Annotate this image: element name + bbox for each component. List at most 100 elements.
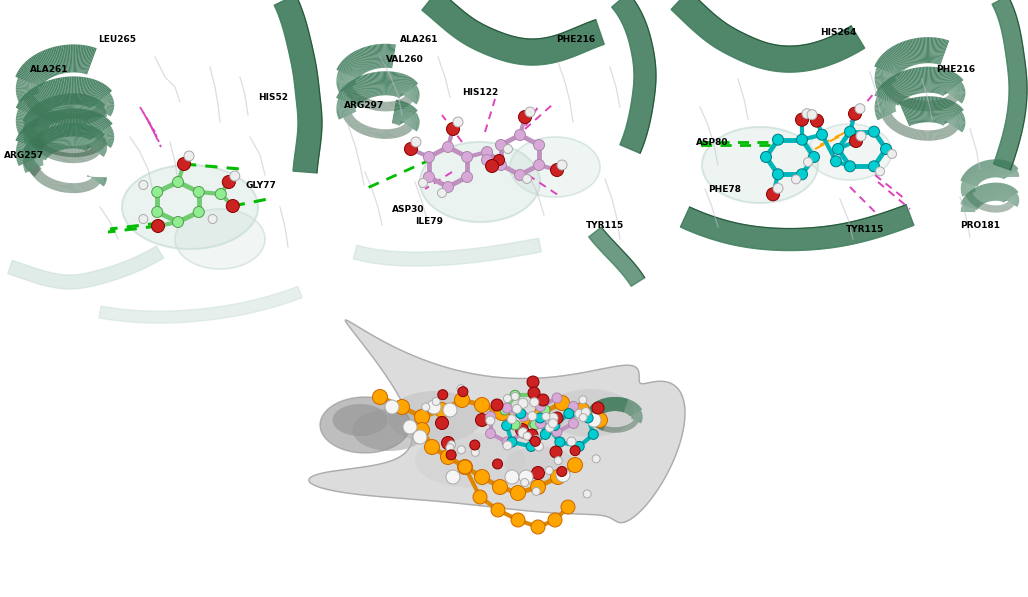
Polygon shape <box>37 116 51 142</box>
Polygon shape <box>386 101 387 112</box>
Polygon shape <box>48 128 58 152</box>
Circle shape <box>514 170 525 180</box>
Polygon shape <box>35 172 43 180</box>
Polygon shape <box>58 151 61 161</box>
Polygon shape <box>1005 195 1018 201</box>
Polygon shape <box>360 97 365 106</box>
Polygon shape <box>931 101 933 111</box>
Polygon shape <box>32 107 49 127</box>
Polygon shape <box>25 93 45 115</box>
Polygon shape <box>399 81 416 99</box>
Polygon shape <box>24 157 43 161</box>
Polygon shape <box>29 164 38 172</box>
Polygon shape <box>927 130 928 141</box>
Polygon shape <box>597 401 604 413</box>
Polygon shape <box>93 128 113 139</box>
Polygon shape <box>629 405 639 416</box>
Polygon shape <box>920 100 922 111</box>
Polygon shape <box>337 66 359 79</box>
Circle shape <box>869 161 880 172</box>
Polygon shape <box>347 90 355 97</box>
Polygon shape <box>983 184 989 202</box>
Polygon shape <box>352 121 359 129</box>
Polygon shape <box>1003 204 1006 211</box>
Polygon shape <box>401 88 418 97</box>
Polygon shape <box>368 127 371 137</box>
Polygon shape <box>16 115 38 120</box>
Polygon shape <box>396 74 404 97</box>
Polygon shape <box>308 320 685 522</box>
Polygon shape <box>623 426 625 432</box>
Polygon shape <box>361 125 366 134</box>
Circle shape <box>438 390 448 399</box>
Polygon shape <box>588 414 598 417</box>
Polygon shape <box>942 99 946 109</box>
Polygon shape <box>947 126 953 135</box>
Polygon shape <box>392 129 395 139</box>
Polygon shape <box>87 139 105 149</box>
Polygon shape <box>26 130 36 137</box>
Polygon shape <box>337 75 356 80</box>
Polygon shape <box>392 100 397 124</box>
Polygon shape <box>401 115 418 124</box>
Polygon shape <box>68 114 70 125</box>
Polygon shape <box>916 130 919 140</box>
Polygon shape <box>631 414 642 417</box>
Polygon shape <box>922 96 925 122</box>
Polygon shape <box>883 82 902 102</box>
Polygon shape <box>48 110 54 121</box>
Polygon shape <box>875 106 895 107</box>
Circle shape <box>844 126 855 137</box>
Polygon shape <box>601 425 603 430</box>
Polygon shape <box>1002 204 1005 211</box>
Polygon shape <box>62 109 67 137</box>
Circle shape <box>527 376 539 388</box>
Polygon shape <box>81 109 87 137</box>
Polygon shape <box>86 101 102 121</box>
Polygon shape <box>16 84 38 88</box>
Polygon shape <box>976 201 980 207</box>
Polygon shape <box>93 127 112 139</box>
Polygon shape <box>88 82 102 107</box>
Polygon shape <box>893 122 900 131</box>
Polygon shape <box>26 97 36 105</box>
Polygon shape <box>594 402 602 414</box>
Polygon shape <box>588 412 598 416</box>
Polygon shape <box>31 138 49 156</box>
Polygon shape <box>84 152 88 161</box>
Polygon shape <box>878 88 900 104</box>
Polygon shape <box>51 150 57 159</box>
Polygon shape <box>610 397 612 411</box>
Polygon shape <box>345 84 362 103</box>
Polygon shape <box>345 88 354 94</box>
Polygon shape <box>949 125 956 133</box>
Polygon shape <box>87 112 91 123</box>
Circle shape <box>435 402 449 417</box>
Polygon shape <box>28 99 37 107</box>
Polygon shape <box>87 144 93 155</box>
Polygon shape <box>23 96 44 115</box>
Polygon shape <box>336 79 356 81</box>
Polygon shape <box>91 98 113 106</box>
Polygon shape <box>962 182 976 187</box>
Polygon shape <box>377 101 379 111</box>
Polygon shape <box>79 94 84 119</box>
Polygon shape <box>87 176 107 179</box>
Polygon shape <box>929 67 931 93</box>
Polygon shape <box>607 398 610 411</box>
Circle shape <box>816 129 828 140</box>
Polygon shape <box>74 93 75 118</box>
Polygon shape <box>81 152 84 162</box>
Polygon shape <box>89 143 95 154</box>
Polygon shape <box>398 103 408 125</box>
Polygon shape <box>599 399 605 413</box>
Polygon shape <box>1003 165 1015 179</box>
Polygon shape <box>88 150 95 159</box>
Polygon shape <box>885 87 894 94</box>
Polygon shape <box>631 417 642 420</box>
Polygon shape <box>78 94 82 119</box>
Polygon shape <box>25 134 43 141</box>
Polygon shape <box>35 135 50 155</box>
Polygon shape <box>346 56 363 75</box>
Polygon shape <box>20 131 43 149</box>
